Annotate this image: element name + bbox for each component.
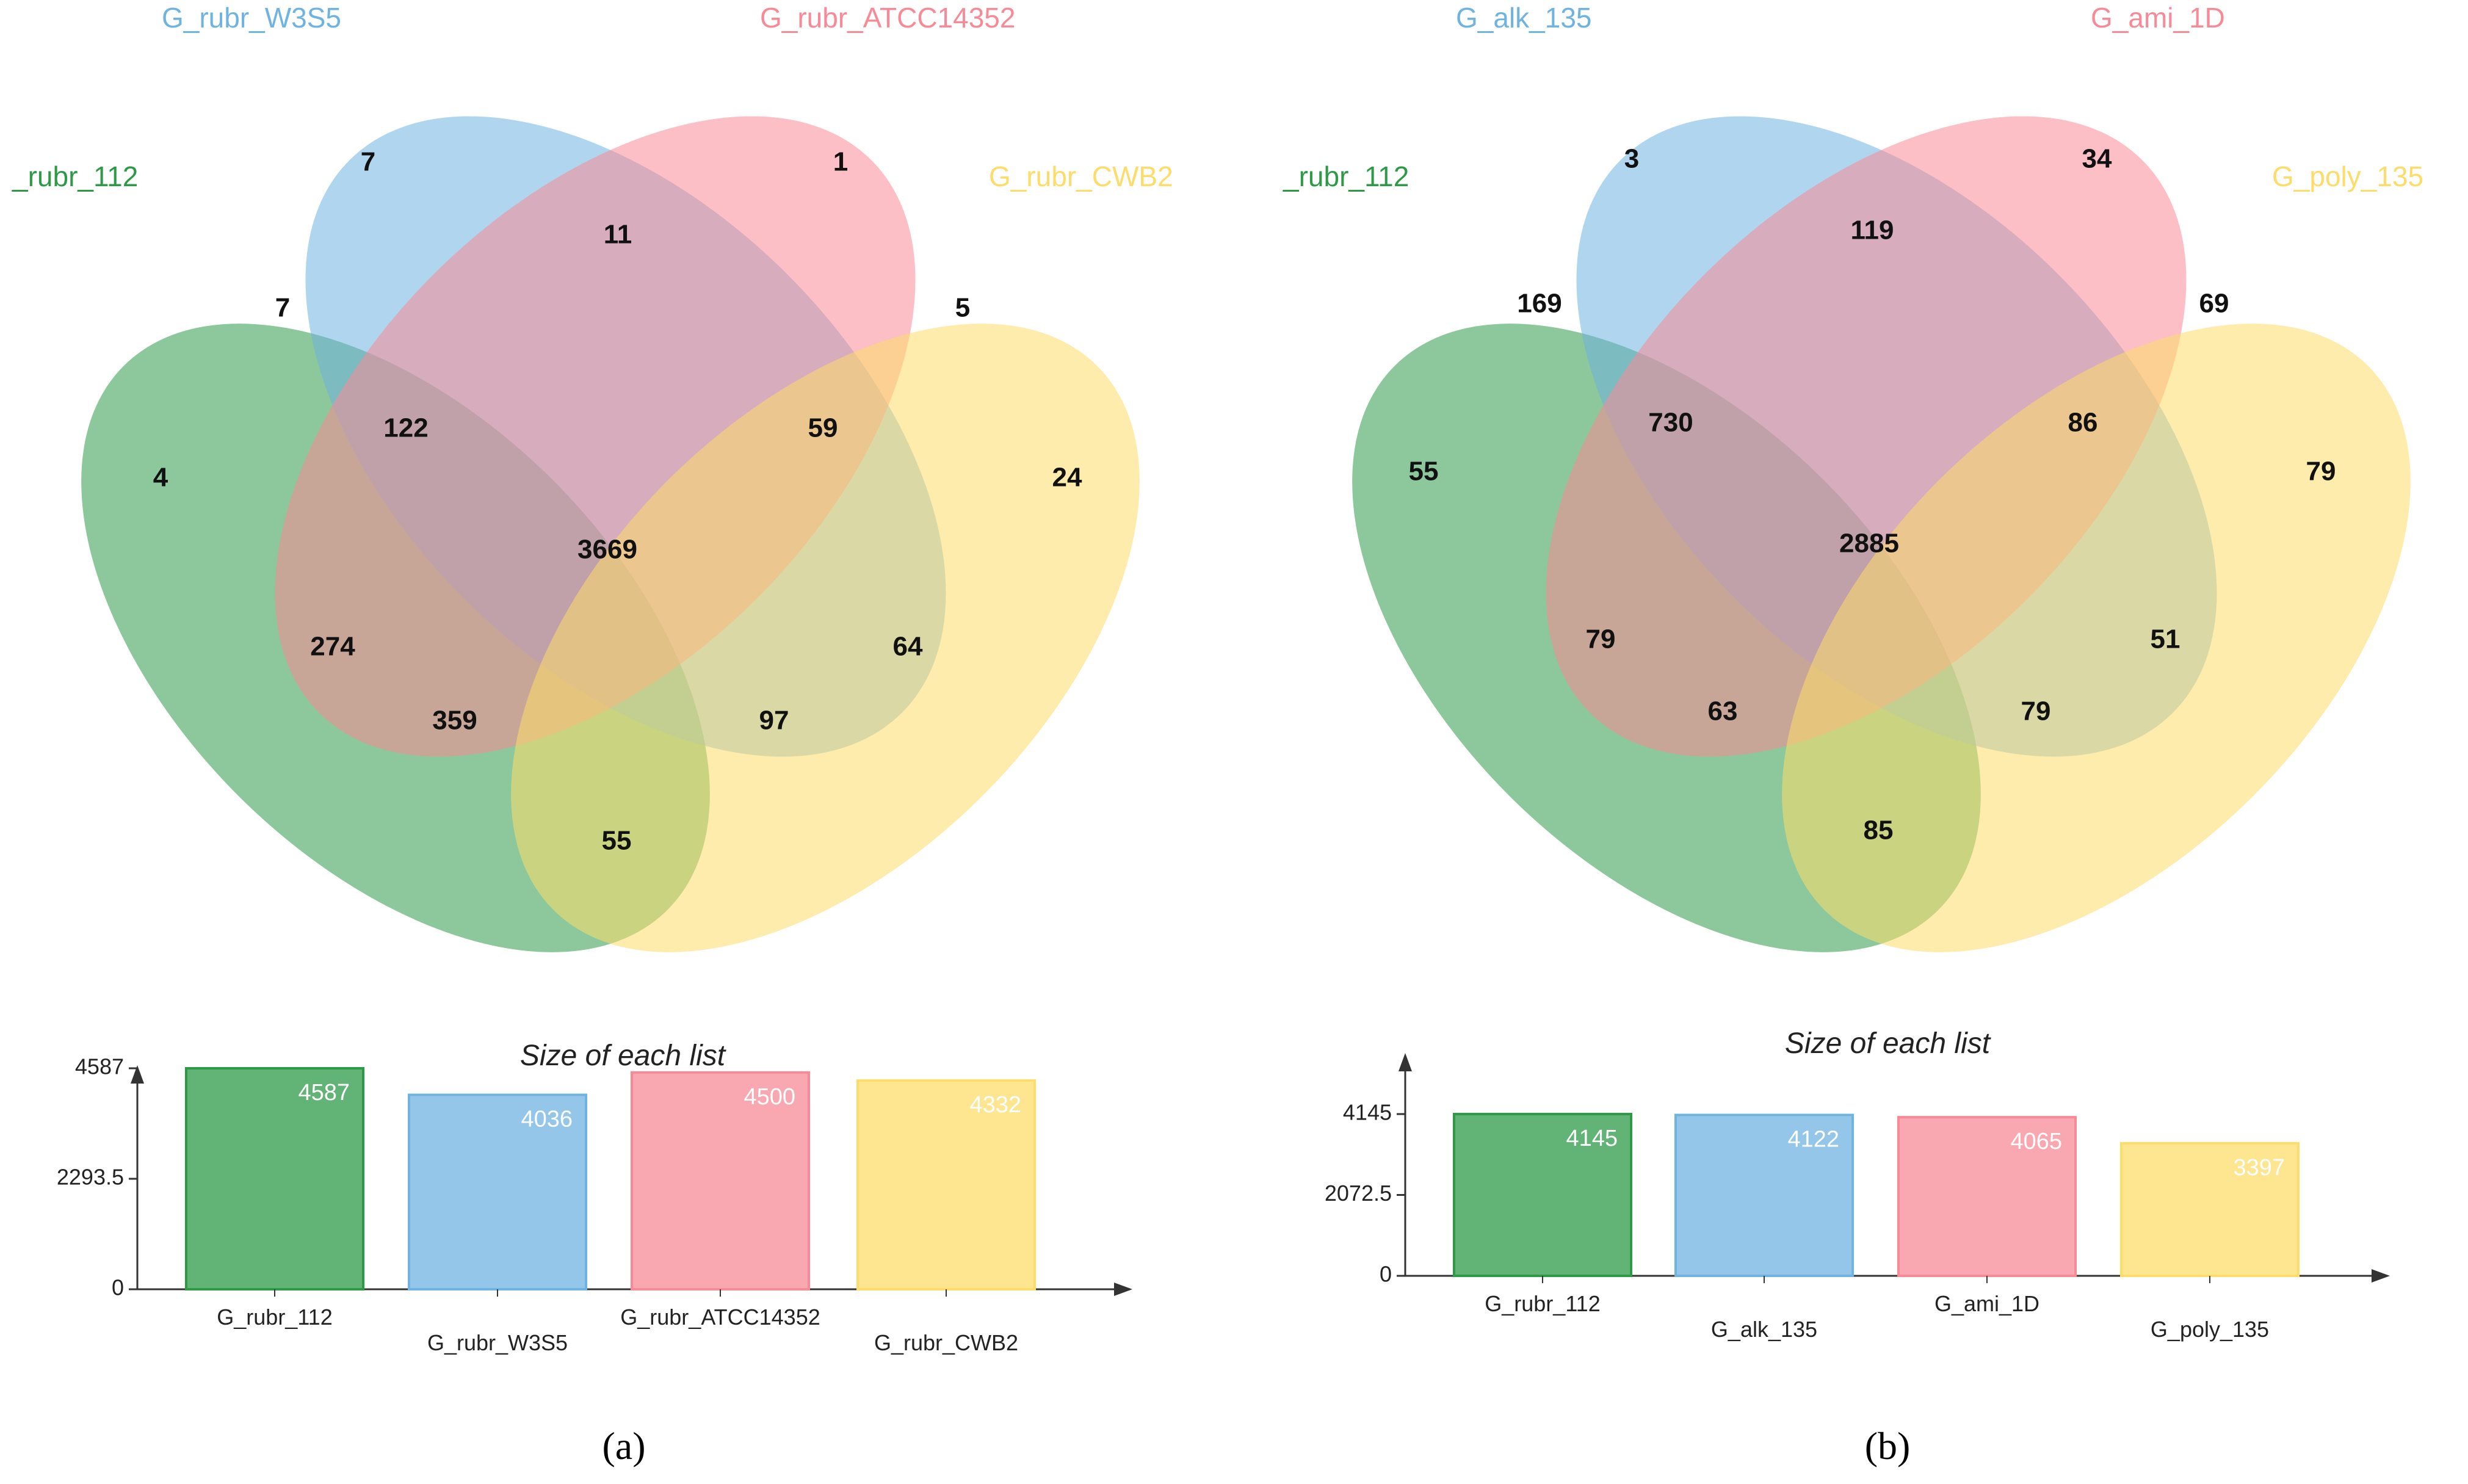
y-tick-label: 2293.5 [57,1165,124,1190]
bar-value-label: 4122 [1787,1126,1839,1152]
venn-set-label: _rubr_112 [1283,161,1409,192]
x-category-label: G_poly_135 [2151,1317,2269,1342]
venn-region-count: 79 [2306,457,2336,487]
bar [856,1079,1036,1290]
panel-label: (a) [602,1424,645,1468]
bar-chart-title: Size of each list [520,1040,726,1072]
x-category-label: G_rubr_CWB2 [874,1330,1018,1355]
venn-region-count: 119 [1851,215,1894,245]
venn-set-ellipse [511,324,1140,952]
panel-label: (b) [1865,1424,1911,1468]
venn-region-count: 64 [893,632,923,662]
y-tick-label: 2072.5 [1325,1181,1392,1206]
venn-region-count: 1 [833,147,848,177]
y-tick-label: 0 [112,1275,124,1300]
venn-region-count: 55 [602,826,632,856]
venn-set-label: _rubr_112 [12,161,138,192]
x-category-label: G_rubr_112 [217,1305,332,1330]
bar-value-label: 4145 [1566,1126,1618,1151]
bar-value-label: 4332 [969,1092,1021,1118]
x-axis-arrow [1114,1283,1132,1296]
venn-set-ellipse [1782,324,2411,952]
y-tick-label: 4145 [1343,1100,1392,1125]
bar [1674,1113,1854,1277]
venn-region-count: 69 [2199,289,2229,319]
x-category-label: G_rubr_112 [1485,1291,1600,1316]
bar [1897,1116,2077,1278]
venn-set-label: G_rubr_W3S5 [162,2,341,34]
venn-region-count: 24 [1052,463,1082,493]
venn-set-label: G_rubr_CWB2 [989,161,1173,192]
bar-value-label: 4036 [521,1106,573,1132]
venn-region-count: 55 [1409,457,1439,487]
bar-value-label: 4587 [298,1080,350,1106]
y-axis-arrow [1399,1053,1412,1071]
venn-region-count: 169 [1517,289,1561,319]
bar-value-label: 4500 [744,1084,795,1110]
x-axis-arrow [2372,1269,2390,1283]
venn-region-count: 34 [2082,144,2112,174]
bar [1453,1113,1632,1277]
bar [185,1067,364,1290]
venn-region-count: 5 [955,293,970,323]
venn-diagram-a: _rubr_112 G_rubr_W3S5 G_rubr_ATCC14352 G_ru… [12,2,1173,952]
venn-region-count: 11 [604,220,632,250]
venn-region-count: 274 [310,632,355,662]
x-category-label: G_rubr_W3S5 [427,1330,568,1355]
venn-set-label: G_poly_135 [2272,161,2423,192]
venn-region-count: 85 [1864,816,1894,845]
venn-region-count: 63 [1708,697,1738,726]
venn-region-count: 79 [2021,697,2051,726]
bar-value-label: 4065 [2010,1129,2062,1154]
venn-set-label: G_alk_135 [1456,2,1592,34]
venn-region-count: 7 [275,293,290,323]
bar [631,1071,810,1291]
venn-region-count: 97 [759,706,789,736]
venn-set-label: G_rubr_ATCC14352 [760,2,1015,34]
venn-region-count: 359 [432,706,477,736]
bar-chart-a: Size of each list 0 2293.5 4587 4587 G_rubr_1… [57,1040,1132,1355]
venn-region-count: 730 [1648,408,1693,438]
y-axis-arrow [131,1065,144,1084]
bar-chart-b: Size of each list 0 2072.5 4145 4145 G_rubr_1… [1325,1027,2390,1342]
x-category-label: G_ami_1D [1934,1291,2039,1316]
venn-set-label: G_ami_1D [2091,2,2225,34]
x-category-label: G_alk_135 [1711,1317,1817,1342]
venn-region-count: 4 [153,463,168,493]
bar-chart-title: Size of each list [1785,1027,1991,1060]
venn-region-count: 122 [383,413,428,443]
bar-value-label: 3397 [2233,1155,2285,1181]
venn-region-count: 51 [2151,624,2180,654]
venn-region-count: 59 [808,413,838,443]
bar [2120,1142,2300,1277]
y-tick-label: 0 [1380,1262,1392,1287]
venn-region-count: 86 [2068,408,2098,438]
venn-region-count: 7 [361,147,375,177]
venn-diagram-b: _rubr_112 G_alk_135 G_ami_1D G_poly_135 55 3 3… [1283,2,2423,952]
x-category-label: G_rubr_ATCC14352 [620,1305,820,1330]
venn-region-count: 3 [1624,144,1639,174]
venn-region-count: 2885 [1839,529,1899,559]
venn-region-count: 3669 [577,535,637,565]
venn-region-count: 79 [1586,624,1616,654]
y-tick-label: 4587 [75,1054,124,1079]
